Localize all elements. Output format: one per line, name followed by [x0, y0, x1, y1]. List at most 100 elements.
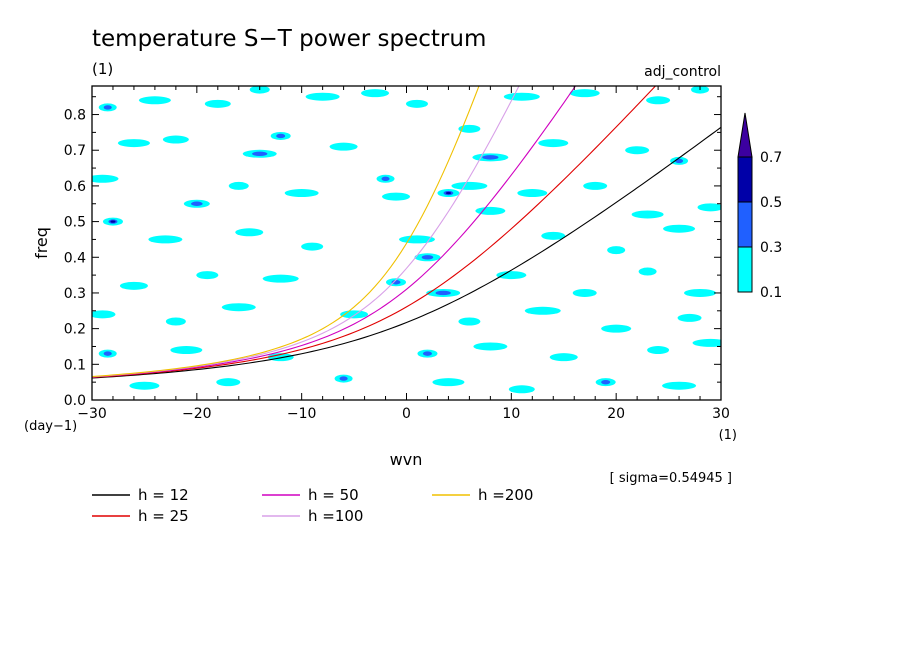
contour-blob [697, 203, 721, 212]
contour-blob [538, 139, 569, 148]
contour-blob [221, 303, 256, 312]
y-tick-label: 0.8 [64, 108, 86, 124]
contour-blob [475, 206, 506, 215]
contour-blob [607, 246, 626, 255]
contour-blob [129, 381, 160, 390]
contour-blob [170, 346, 203, 355]
contour-blob [524, 306, 561, 315]
contour-core [103, 351, 112, 356]
contour-blob [361, 89, 390, 98]
legend-label: h =200 [478, 486, 533, 504]
contour-blob [638, 267, 657, 276]
legend-label: h = 50 [308, 486, 359, 504]
contour-blob [216, 378, 241, 387]
contour-blob [458, 124, 481, 133]
x-tick-label: 20 [607, 406, 625, 422]
contour-core [190, 201, 203, 206]
y-tick-label: 0.7 [64, 143, 86, 159]
contour-blob [382, 192, 411, 201]
contour-shading [92, 86, 721, 394]
contour-peak [110, 220, 116, 223]
contour-blob [601, 324, 632, 333]
contour-peak [445, 191, 452, 195]
curve-100 [92, 86, 520, 378]
colorbar-segment [737, 201, 753, 248]
contour-blob [508, 385, 535, 394]
contour-blob [517, 189, 548, 198]
contour-blob [284, 189, 319, 198]
contour-core [381, 176, 390, 181]
contour-blob [262, 274, 299, 283]
y-unit-label: (day−1) [24, 419, 77, 434]
contour-blob [301, 242, 324, 251]
dispersion-curves [92, 86, 721, 379]
x-tick-label: −20 [182, 406, 212, 422]
contour-blob [405, 99, 428, 108]
x-tick-label: 30 [712, 406, 730, 422]
chart-title: temperature S−T power spectrum [92, 26, 486, 52]
contour-blob [228, 181, 249, 190]
colorbar-segment [737, 246, 753, 293]
legend-label: h = 25 [138, 507, 189, 525]
contour-blob [458, 317, 481, 326]
contour-blob [165, 317, 186, 326]
contour-core [103, 105, 112, 110]
contour-blob [583, 181, 608, 190]
contour-blob [329, 142, 358, 151]
contour-blob [663, 224, 696, 233]
colorbar-label: 0.1 [760, 285, 782, 301]
contour-core [421, 255, 434, 260]
contour-core [391, 280, 401, 285]
colorbar-segment [737, 156, 753, 203]
contour-core [601, 379, 611, 385]
y-tick-label: 0.4 [64, 250, 86, 266]
contour-blob [92, 174, 119, 183]
contour-blob [432, 378, 465, 387]
contour-blob [305, 92, 340, 101]
x-axis-label: wvn [390, 450, 423, 469]
contour-blob [549, 353, 578, 362]
contour-blob [235, 228, 264, 237]
x-tick-label: 10 [502, 406, 520, 422]
contour-blob [119, 281, 148, 290]
contour-blob [692, 338, 721, 347]
contour-blob [646, 96, 671, 105]
legend-label: h = 12 [138, 486, 189, 504]
units-label: (1) [92, 60, 113, 78]
contour-blob [625, 146, 650, 155]
curve-25 [92, 86, 657, 378]
x-tick-label: 0 [402, 406, 411, 422]
contour-blob [569, 89, 600, 98]
x-axis-ticks: −30 −20 −10 0 10 20 30 [77, 86, 730, 422]
contour-blob [496, 271, 527, 280]
colorbar-label: 0.7 [760, 150, 782, 166]
curve-50 [92, 86, 577, 378]
contour-blob [196, 271, 219, 280]
legend: h = 12 h = 25 h = 50 h =100 h =200 [92, 486, 533, 525]
contour-core [339, 376, 348, 381]
contour-blob [148, 235, 183, 244]
curve-200 [92, 86, 480, 378]
contour-core [482, 155, 499, 160]
contour-blob [572, 288, 597, 297]
x-tick-label: −30 [77, 406, 107, 422]
contour-blob [162, 135, 189, 144]
contour-blob [92, 310, 116, 319]
y-tick-label: 0.0 [64, 393, 86, 409]
experiment-label: adj_control [644, 64, 721, 80]
contour-blob [631, 210, 664, 219]
x-tick-label: −10 [287, 406, 317, 422]
colorbar-label: 0.5 [760, 195, 782, 211]
y-tick-label: 0.5 [64, 215, 86, 231]
contour-blob [684, 288, 717, 297]
contour-blob [451, 181, 488, 190]
colorbar: 0.1 0.3 0.5 0.7 [737, 112, 782, 301]
contour-blob [204, 99, 231, 108]
x-unit-label: (1) [719, 428, 737, 443]
y-tick-label: 0.6 [64, 179, 86, 195]
contour-blob [473, 342, 508, 351]
contour-blob [117, 139, 150, 148]
colorbar-label: 0.3 [760, 240, 782, 256]
y-axis-ticks: 0.0 0.1 0.2 0.3 0.4 0.5 0.6 0.7 0.8 [64, 96, 721, 409]
